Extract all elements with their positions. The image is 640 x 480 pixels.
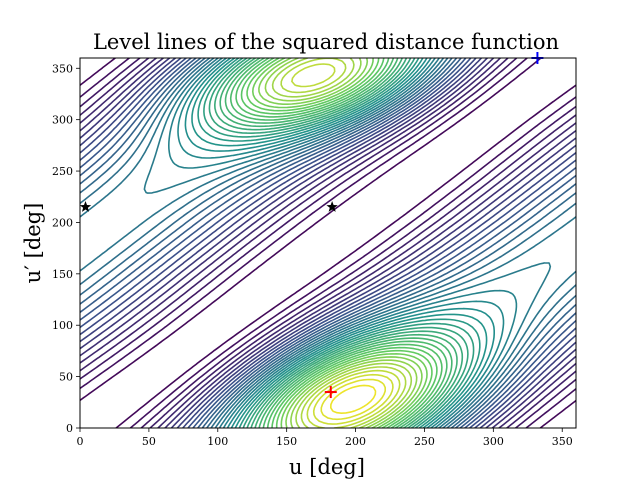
contour-level-line bbox=[229, 58, 448, 428]
contour-level-line bbox=[224, 58, 453, 428]
contour-level-line bbox=[177, 58, 505, 428]
red-plus-marker bbox=[324, 386, 337, 399]
contour-level-line bbox=[280, 58, 407, 428]
contour-level-line bbox=[80, 58, 576, 428]
contour-level-line bbox=[80, 58, 576, 428]
y-tick-label: 50 bbox=[59, 371, 73, 384]
contour-level-line bbox=[291, 63, 401, 428]
contour-level-line bbox=[240, 58, 438, 428]
contour-level-line bbox=[235, 58, 443, 428]
x-tick-label: 100 bbox=[207, 435, 228, 448]
y-tick-label: 300 bbox=[52, 114, 73, 127]
y-axis: 0 50 100 150 200 250 300 350 bbox=[52, 62, 80, 435]
contour-level-line bbox=[80, 58, 576, 428]
black-star-center-marker bbox=[326, 201, 338, 212]
contour-level-line bbox=[312, 373, 394, 425]
contour-level-line bbox=[80, 58, 576, 428]
x-tick-label: 350 bbox=[552, 435, 573, 448]
contour-level-line bbox=[80, 58, 576, 428]
y-tick-label: 200 bbox=[52, 216, 73, 229]
contour-level-line bbox=[191, 58, 488, 428]
y-axis-label: u′ [deg] bbox=[21, 203, 45, 284]
contour-level-line bbox=[80, 58, 576, 428]
contour-level-line bbox=[80, 58, 576, 428]
contour-level-line bbox=[197, 58, 481, 428]
contour-level-line bbox=[80, 58, 576, 428]
contour-lines bbox=[80, 58, 576, 428]
chart-title: Level lines of the squared distance func… bbox=[93, 30, 559, 54]
x-axis: 0 50 100 150 200 250 300 350 bbox=[77, 428, 573, 448]
contour-level-line bbox=[208, 58, 469, 428]
contour-level-line bbox=[320, 378, 386, 421]
y-tick-label: 150 bbox=[52, 268, 73, 281]
y-tick-label: 250 bbox=[52, 165, 73, 178]
y-tick-label: 100 bbox=[52, 319, 73, 332]
contour-level-line bbox=[330, 384, 377, 414]
contour-level-line bbox=[271, 58, 413, 428]
x-axis-label: u [deg] bbox=[289, 455, 365, 479]
y-tick-label: 350 bbox=[52, 62, 73, 75]
contour-level-line bbox=[246, 58, 433, 428]
contour-level-line bbox=[264, 58, 418, 428]
y-tick-label: 0 bbox=[66, 422, 73, 435]
contour-level-line bbox=[80, 58, 576, 428]
contour-level-line bbox=[184, 58, 495, 428]
contour-level-line bbox=[80, 58, 576, 428]
black-star-left-marker bbox=[79, 201, 92, 212]
plot-frame bbox=[79, 57, 577, 429]
contour-level-line bbox=[168, 58, 518, 428]
contour-level-line bbox=[80, 58, 576, 428]
contour-level-line bbox=[203, 58, 475, 428]
contour-level-line bbox=[252, 58, 428, 428]
contour-level-line bbox=[258, 58, 423, 428]
x-tick-label: 250 bbox=[414, 435, 435, 448]
contour-level-line bbox=[219, 58, 458, 428]
x-tick-label: 200 bbox=[345, 435, 366, 448]
x-tick-label: 300 bbox=[483, 435, 504, 448]
contour-level-line bbox=[80, 58, 576, 428]
x-tick-label: 50 bbox=[142, 435, 156, 448]
contour-level-line bbox=[80, 58, 576, 428]
x-tick-label: 0 bbox=[77, 435, 84, 448]
x-tick-label: 150 bbox=[276, 435, 297, 448]
